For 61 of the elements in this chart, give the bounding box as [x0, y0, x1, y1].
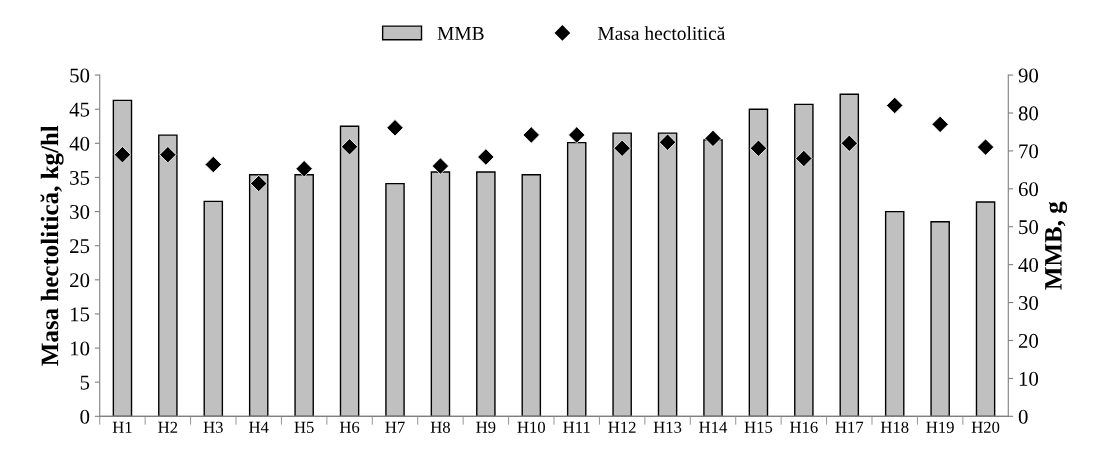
x-tick-label: H1: [112, 421, 132, 433]
x-tick-label: H5: [294, 421, 314, 433]
y2-tick-label: 0: [1018, 409, 1028, 424]
bar: [339, 125, 360, 417]
x-tick-label: H16: [789, 421, 818, 433]
x-tick-label: H11: [563, 421, 590, 433]
y-tick-label: 5: [80, 375, 90, 390]
y-tick-label: 20: [70, 273, 90, 288]
y2-tick-label: 50: [1019, 220, 1039, 235]
bar: [657, 132, 678, 417]
bar: [476, 171, 496, 417]
x-tick-label: H20: [971, 421, 1000, 433]
x-tick-label: H6: [339, 421, 360, 433]
bar: [794, 103, 814, 417]
y2-tick-label: 60: [1018, 182, 1039, 197]
x-tick-label: H15: [744, 421, 773, 433]
x-tick-label: H19: [926, 421, 954, 433]
x-tick-label: H14: [699, 421, 728, 433]
bar: [158, 134, 178, 417]
bar: [748, 108, 769, 417]
x-tick-label: H10: [517, 421, 545, 433]
bar: [385, 182, 405, 417]
x-tick-label: H2: [158, 421, 178, 433]
y-tick-label: 50: [70, 68, 90, 83]
y2-axis-title: MMB, g: [1045, 201, 1068, 290]
bar: [521, 174, 542, 417]
bar: [612, 132, 632, 417]
bar: [839, 93, 860, 417]
y-tick-label: 35: [70, 170, 90, 185]
x-tick-label: H12: [608, 421, 636, 433]
y-tick-label: 25: [70, 239, 90, 254]
y-tick-label: 10: [71, 341, 90, 356]
x-tick-label: H7: [385, 421, 405, 433]
bar: [975, 201, 996, 417]
y2-tick-label: 40: [1018, 258, 1039, 273]
x-tick-label: H8: [430, 421, 450, 433]
x-tick-label: H18: [880, 421, 909, 433]
x-tick-label: H9: [476, 421, 496, 433]
bar: [930, 221, 950, 417]
y2-tick-label: 30: [1019, 295, 1039, 311]
y-tick-label: 15: [71, 307, 90, 322]
y-tick-label: 45: [69, 102, 90, 117]
bar: [112, 99, 133, 417]
y2-tick-label: 80: [1018, 106, 1039, 121]
bar: [248, 174, 269, 417]
y-tick-label: 0: [80, 409, 90, 424]
x-tick-label: H3: [203, 421, 223, 433]
x-tick-label: H13: [653, 421, 682, 433]
y2-tick-label: 70: [1019, 144, 1039, 159]
bar: [884, 210, 905, 417]
bar: [203, 200, 224, 417]
legend-label: Masa hectolitică: [597, 26, 726, 40]
y-tick-label: 40: [69, 136, 90, 151]
x-tick-label: H4: [249, 421, 269, 433]
x-tick-label: H17: [835, 421, 864, 433]
y-axis-title: Masa hectolitică, kg/hl: [40, 125, 64, 366]
y2-tick-label: 20: [1018, 333, 1039, 348]
y2-tick-label: 10: [1019, 371, 1039, 386]
y2-tick-label: 90: [1018, 68, 1039, 83]
y-tick-label: 30: [70, 204, 90, 220]
legend-label: MMB: [437, 27, 484, 40]
